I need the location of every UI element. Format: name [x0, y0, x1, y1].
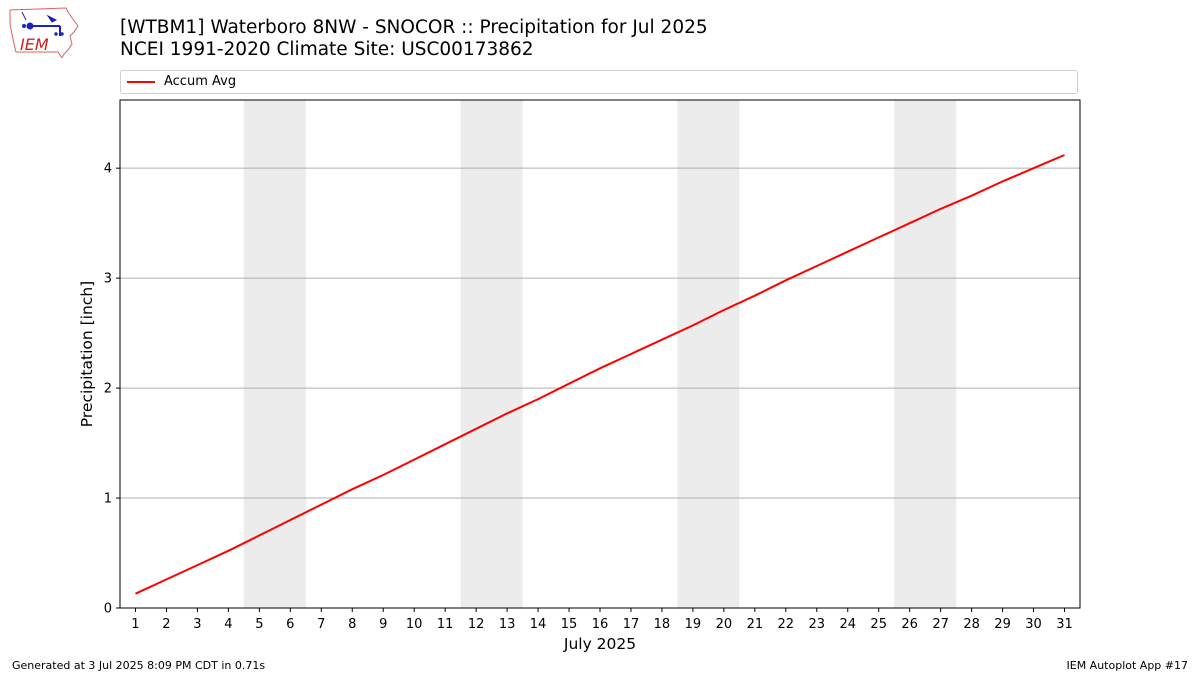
- x-tick-label-29: 29: [994, 617, 1011, 632]
- x-tick-label-23: 23: [809, 617, 826, 632]
- generated-timestamp: Generated at 3 Jul 2025 8:09 PM CDT in 0…: [12, 659, 266, 672]
- weekend-band-2: [460, 100, 523, 608]
- y-axis-label: Precipitation [inch]: [78, 281, 96, 427]
- x-tick-label-21: 21: [747, 617, 764, 632]
- x-tick-label-17: 17: [623, 617, 640, 632]
- app-id-label: IEM Autoplot App #17: [1066, 659, 1189, 672]
- y-tick-label-1: 1: [104, 492, 112, 507]
- x-tick-label-2: 2: [162, 617, 170, 632]
- x-tick-label-27: 27: [932, 617, 949, 632]
- y-tick-label-4: 4: [104, 162, 112, 177]
- x-tick-label-6: 6: [286, 617, 294, 632]
- x-tick-label-1: 1: [131, 617, 139, 632]
- weekend-band-4: [894, 100, 957, 608]
- x-tick-label-10: 10: [406, 617, 423, 632]
- x-tick-label-12: 12: [468, 617, 485, 632]
- title-line-1: [WTBM1] Waterboro 8NW - SNOCOR :: Precip…: [120, 17, 708, 38]
- x-tick-label-14: 14: [530, 617, 547, 632]
- x-tick-label-9: 9: [379, 617, 387, 632]
- iowa-outline-icon: [9, 7, 79, 58]
- y-tick-label-3: 3: [104, 272, 112, 287]
- series-line-accum-avg: [135, 154, 1065, 595]
- legend: Accum Avg: [120, 70, 1078, 94]
- x-tick-label-3: 3: [193, 617, 201, 632]
- x-tick-label-31: 31: [1056, 617, 1073, 632]
- x-tick-label-30: 30: [1025, 617, 1042, 632]
- title-line-2: NCEI 1991-2020 Climate Site: USC00173862: [120, 39, 534, 60]
- chart-title: [WTBM1] Waterboro 8NW - SNOCOR :: Precip…: [120, 17, 708, 61]
- x-tick-label-8: 8: [348, 617, 356, 632]
- y-tick-label-2: 2: [104, 382, 112, 397]
- x-tick-label-22: 22: [778, 617, 795, 632]
- weekend-band-1: [243, 100, 306, 608]
- x-tick-label-25: 25: [870, 617, 887, 632]
- x-tick-label-19: 19: [685, 617, 702, 632]
- legend-swatch-accum-avg: [127, 81, 155, 83]
- y-tick-label-0: 0: [104, 602, 112, 617]
- x-tick-label-15: 15: [561, 617, 578, 632]
- weather-station-icon: [21, 11, 64, 36]
- x-tick-label-20: 20: [716, 617, 733, 632]
- x-axis-label: July 2025: [563, 635, 636, 653]
- x-tick-label-18: 18: [654, 617, 671, 632]
- x-tick-label-26: 26: [901, 617, 918, 632]
- iem-logo-text: IEM: [20, 35, 49, 54]
- weekend-band-3: [677, 100, 740, 608]
- x-tick-label-24: 24: [839, 617, 856, 632]
- x-tick-label-11: 11: [437, 617, 454, 632]
- x-tick-label-7: 7: [317, 617, 325, 632]
- x-tick-label-28: 28: [963, 617, 980, 632]
- x-tick-label-16: 16: [592, 617, 609, 632]
- x-tick-label-5: 5: [255, 617, 263, 632]
- x-tick-label-13: 13: [499, 617, 516, 632]
- x-tick-label-4: 4: [224, 617, 232, 632]
- iem-logo: IEM: [9, 7, 79, 58]
- legend-label-accum-avg: Accum Avg: [164, 74, 237, 89]
